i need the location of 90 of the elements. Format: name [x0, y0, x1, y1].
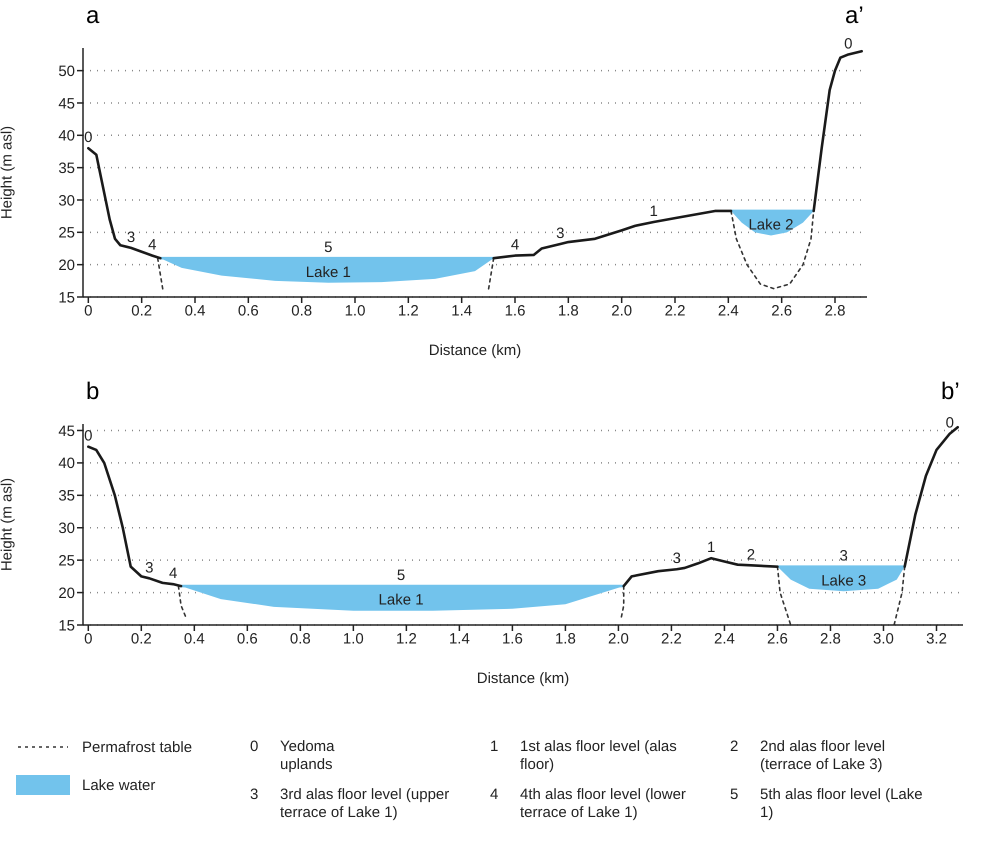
x-axis-title: Distance (km) — [428, 342, 522, 359]
annotation: 4 — [510, 236, 520, 254]
text: 1st alas floor level (alas floor) — [520, 738, 678, 774]
legend-label: Permafrost table — [82, 738, 192, 756]
x-tick-label: 3.2 — [926, 630, 947, 648]
y-tick-label: 35 — [58, 488, 75, 505]
x-tick-label: 0.6 — [236, 630, 258, 648]
y-tick-label: 40 — [58, 455, 75, 472]
x-tick-label: 1.6 — [502, 630, 523, 648]
y-tick-label: 50 — [58, 62, 75, 80]
annotation: 3 — [126, 228, 136, 246]
annotation: 5 — [324, 239, 333, 256]
text: 0 — [250, 738, 260, 757]
annotation: 5 — [396, 567, 406, 584]
x-tick-label: 0.8 — [291, 302, 312, 320]
x-tick-label: 2.2 — [661, 630, 682, 648]
y-tick-label: 15 — [58, 617, 75, 634]
x-tick-label: 2.6 — [767, 630, 788, 648]
annotation: 3 — [840, 548, 848, 565]
x-tick-label: 0.6 — [238, 302, 259, 320]
text: 4 — [490, 786, 500, 805]
x-tick-label: 3.0 — [873, 630, 894, 648]
x-axis-title: Distance (km) — [476, 670, 570, 687]
x-tick-label: 2.4 — [718, 302, 739, 320]
x-tick-label: 2.0 — [611, 302, 632, 320]
x-tick-label: 0.2 — [130, 630, 152, 648]
annotation: Lake 1 — [306, 264, 351, 281]
x-tick-label: 1.4 — [451, 302, 472, 320]
y-tick-label: 40 — [58, 128, 75, 145]
annotation: 0 — [84, 428, 92, 445]
annotation: 3 — [672, 550, 681, 568]
text: 5 — [730, 786, 740, 805]
x-tick-label: 0.4 — [184, 630, 205, 648]
text: 3 — [250, 786, 260, 805]
x-tick-label: 1.6 — [504, 302, 526, 320]
text: 3rd alas floor level (upper terrace of Lake 1) — [280, 786, 450, 822]
annotation: 3 — [145, 559, 154, 576]
x-tick-label: 1.8 — [554, 630, 576, 648]
text: 5th alas floor level (Lake 1) — [760, 786, 924, 822]
legend-label: Lake water — [82, 776, 156, 794]
y-tick-label: 45 — [58, 95, 75, 112]
y-axis-title: Height (m asl) — [0, 478, 16, 572]
text: 2 — [730, 738, 740, 757]
annotation: Lake 3 — [821, 572, 866, 590]
text: 1 — [490, 738, 500, 757]
y-axis-title: Height (m asl) — [0, 126, 16, 220]
y-tick-label: 20 — [58, 584, 75, 602]
x-tick-label: 1.4 — [448, 630, 470, 648]
text: 4th alas floor level (lower terrace of Lake 1) — [520, 786, 687, 822]
text: 2nd alas floor level (terrace of Lake 3) — [760, 738, 886, 774]
annotation: 3 — [556, 224, 565, 242]
x-tick-label: 2.2 — [664, 302, 686, 320]
y-tick-label: 45 — [58, 422, 75, 440]
x-tick-label: 2.8 — [824, 302, 846, 320]
annotation: 2 — [746, 546, 756, 564]
x-tick-label: 1.2 — [398, 302, 419, 320]
chart-title: b — [86, 378, 100, 406]
x-tick-label: 0.2 — [131, 302, 152, 320]
x-tick-label: 1.0 — [344, 302, 366, 320]
x-tick-label: 1.0 — [342, 630, 364, 648]
y-tick-label: 25 — [58, 552, 75, 570]
chart-title: a — [86, 2, 100, 30]
annotation: 1 — [649, 202, 658, 220]
text: b’ — [941, 378, 960, 406]
y-tick-label: 15 — [58, 289, 75, 306]
x-tick-label: 2.4 — [714, 630, 735, 648]
annotation: 4 — [148, 236, 157, 254]
x-tick-label: 2.6 — [771, 302, 792, 320]
y-tick-label: 20 — [58, 256, 75, 274]
x-tick-label: 0.8 — [290, 630, 311, 648]
x-tick-label: 2.8 — [820, 630, 841, 648]
annotation: 0 — [946, 414, 954, 432]
annotation: Lake 2 — [748, 216, 794, 234]
text: a’ — [845, 2, 864, 30]
x-tick-label: 1.2 — [396, 630, 417, 648]
y-tick-label: 30 — [58, 520, 75, 538]
y-tick-label: 30 — [58, 192, 75, 210]
annotation: Lake 1 — [378, 592, 424, 609]
annotation: 1 — [707, 539, 716, 556]
x-tick-label: 0.4 — [184, 302, 206, 320]
annotation: 4 — [168, 565, 178, 582]
x-tick-label: 2.0 — [608, 630, 629, 648]
x-tick-label: 1.8 — [558, 302, 579, 320]
y-tick-label: 25 — [58, 224, 75, 242]
x-tick-label: 0 — [84, 302, 93, 320]
text: Yedoma uplands — [280, 738, 336, 774]
x-tick-label: 0 — [84, 630, 92, 648]
annotation: 0 — [84, 129, 93, 146]
y-tick-label: 35 — [58, 160, 75, 177]
annotation: 0 — [844, 35, 853, 52]
